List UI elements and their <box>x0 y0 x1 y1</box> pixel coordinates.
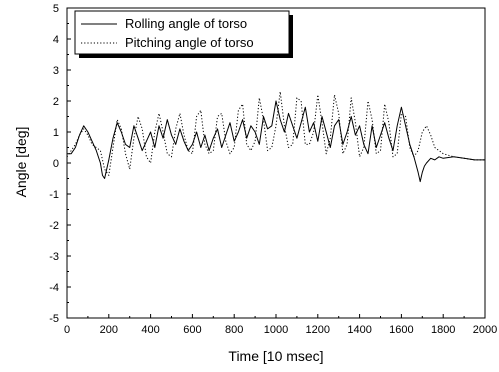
y-tick-label: 5 <box>53 3 59 15</box>
y-tick-label: 2 <box>53 96 59 108</box>
x-tick-label: 800 <box>225 324 243 336</box>
legend-label-pitching: Pitching angle of torso <box>125 35 254 50</box>
x-tick-label: 1800 <box>431 324 455 336</box>
legend-box <box>74 10 290 55</box>
x-tick-label: 1000 <box>264 324 288 336</box>
y-tick-label: -3 <box>49 251 59 263</box>
y-tick-label: 0 <box>53 158 59 170</box>
x-tick-label: 400 <box>141 324 159 336</box>
y-tick-label: 1 <box>53 127 59 139</box>
y-tick-label: -1 <box>49 189 59 201</box>
legend-label-rolling: Rolling angle of torso <box>125 16 247 31</box>
legend: Rolling angle of torso Pitching angle of… <box>74 10 293 58</box>
series-line-pitching <box>66 91 485 176</box>
x-tick-label: 0 <box>64 324 70 336</box>
x-tick-label: 2000 <box>473 324 497 336</box>
x-tick-label: 1400 <box>347 324 371 336</box>
x-tick-label: 1200 <box>306 324 330 336</box>
x-tick-label: 1600 <box>389 324 413 336</box>
y-tick-label: -4 <box>49 282 59 294</box>
y-axis-label: Angle [deg] <box>13 127 29 198</box>
x-tick-label: 600 <box>183 324 201 336</box>
series-line-rolling <box>67 100 485 183</box>
y-tick-label: -5 <box>49 313 59 325</box>
x-axis-label: Time [10 msec] <box>228 348 323 364</box>
y-tick-label: 3 <box>53 65 59 77</box>
series-group <box>66 91 485 183</box>
y-tick-label: 4 <box>53 34 59 46</box>
y-tick-label: -2 <box>49 220 59 232</box>
x-tick-label: 200 <box>100 324 118 336</box>
